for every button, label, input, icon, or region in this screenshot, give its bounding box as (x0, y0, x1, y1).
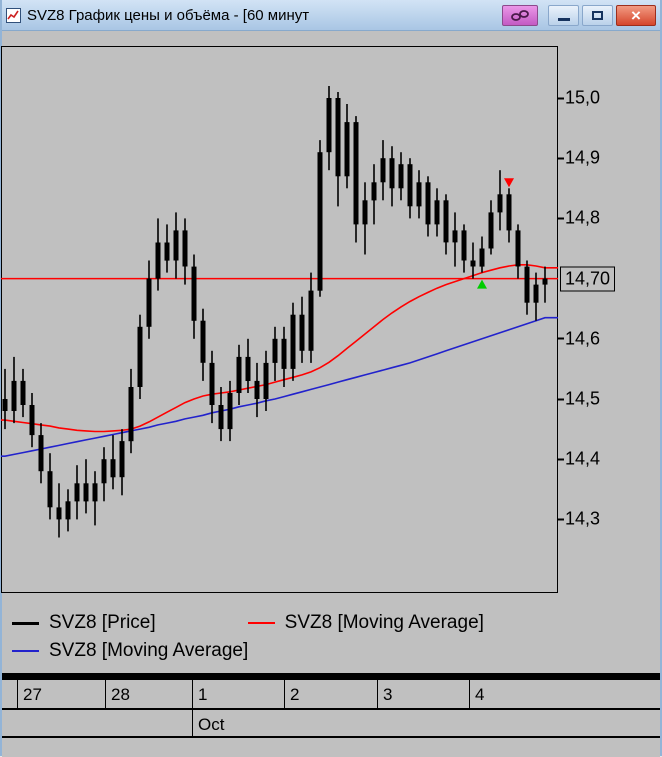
legend-row: SVZ8 [Moving Average] (12, 637, 660, 665)
date-label: 4 (475, 685, 485, 704)
legend-line-swatch (12, 650, 39, 652)
chain-link-icon (511, 9, 529, 21)
y-axis-tick-label: 14,9 (565, 147, 601, 168)
y-axis-tick: 14,6 (558, 328, 600, 349)
tick-mark-icon (558, 398, 564, 400)
legend-line-swatch (247, 622, 275, 624)
close-icon: × (631, 5, 641, 25)
y-axis-tick-label: 14,6 (565, 328, 601, 349)
chart-legend: SVZ8 [Price] SVZ8 [Moving Average] SVZ8 [… (2, 601, 660, 665)
panel-divider (2, 673, 660, 680)
month-label: Oct (198, 715, 225, 734)
sell-arrow-marker (504, 178, 514, 188)
date-label: 3 (383, 685, 393, 704)
minimize-icon (557, 17, 570, 21)
y-axis: 14,70 15,0 14,9 14,8 14,6 14,5 14,4 14,3 (558, 46, 662, 593)
legend-label: SVZ8 [Price] (49, 612, 156, 633)
y-axis-tick: 14,9 (558, 148, 600, 169)
chart-area: 14,70 15,0 14,9 14,8 14,6 14,5 14,4 14,3 (1, 31, 662, 601)
date-label: 27 (23, 685, 42, 704)
date-label: 2 (290, 685, 300, 704)
price-plot[interactable] (1, 46, 558, 593)
legend-row: SVZ8 [Price] SVZ8 [Moving Average] (12, 609, 660, 637)
legend-label: SVZ8 [Moving Average] (284, 612, 484, 633)
maximize-button[interactable] (582, 4, 613, 26)
y-axis-tick-label: 15,0 (565, 87, 601, 108)
y-axis-tick: 14,5 (558, 389, 600, 410)
month-axis: Oct (2, 710, 660, 738)
chart-window-icon[interactable] (6, 7, 21, 23)
tick-mark-icon (558, 458, 564, 461)
date-label: 28 (111, 685, 130, 704)
legend-item: SVZ8 [Moving Average] (12, 640, 248, 662)
link-button[interactable] (502, 4, 538, 26)
tick-mark-icon (558, 217, 564, 220)
legend-label: SVZ8 [Moving Average] (49, 640, 249, 661)
bottom-filler (2, 738, 660, 757)
y-axis-tick: 14,4 (558, 449, 600, 470)
current-price-label: 14,70 (560, 266, 616, 292)
legend-item: SVZ8 [Moving Average] (247, 612, 484, 634)
y-axis-tick-label: 14,4 (565, 448, 601, 469)
buy-arrow-marker (477, 279, 487, 289)
maximize-icon (592, 10, 603, 20)
y-axis-tick-label: 14,3 (565, 508, 601, 529)
legend-item: SVZ8 [Price] (12, 612, 156, 634)
y-axis-tick-label: 14,5 (565, 388, 601, 409)
minimize-button[interactable] (548, 4, 579, 26)
titlebar-buttons: × (502, 4, 656, 26)
tick-mark-icon (558, 157, 564, 160)
y-axis-tick: 14,8 (558, 208, 600, 229)
close-button[interactable]: × (616, 4, 656, 26)
date-separator (469, 680, 470, 708)
date-separator (17, 680, 18, 708)
legend-line-swatch (12, 621, 39, 625)
date-label: 1 (198, 685, 208, 704)
tick-mark-icon (558, 97, 564, 99)
date-separator (377, 680, 378, 708)
y-axis-tick-label: 14,8 (565, 207, 601, 228)
month-separator (192, 710, 193, 736)
date-separator (284, 680, 285, 708)
titlebar[interactable]: SVZ8 График цены и объёма - [60 минут × (2, 0, 660, 31)
y-axis-tick: 15,0 (558, 88, 600, 109)
date-axis: 27 28 1 2 3 4 (2, 680, 660, 710)
date-separator (192, 680, 193, 708)
tick-mark-icon (558, 518, 564, 521)
window-title: SVZ8 График цены и объёма - [60 минут (27, 6, 310, 24)
date-separator (105, 680, 106, 708)
tick-mark-icon (558, 337, 564, 340)
y-axis-tick: 14,3 (558, 509, 600, 530)
